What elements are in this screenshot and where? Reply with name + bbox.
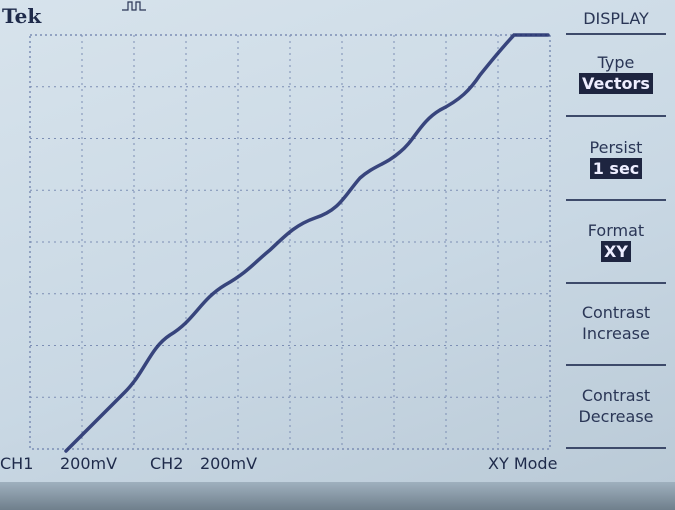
menu-value: 1 sec bbox=[589, 158, 643, 179]
menu-button[interactable]: Persist 1 sec bbox=[566, 137, 666, 179]
separator bbox=[566, 364, 666, 366]
trigger-icon bbox=[122, 1, 146, 11]
ch2-scale: 200mV bbox=[200, 454, 258, 473]
menu-label: Format bbox=[587, 221, 645, 240]
separator bbox=[566, 33, 666, 35]
menu-value: XY bbox=[601, 241, 631, 262]
menu-button[interactable]: Format XY bbox=[566, 220, 666, 262]
menu-title: DISPLAY bbox=[583, 9, 649, 28]
ch1-label: CH1 bbox=[0, 454, 34, 473]
xy-trace bbox=[64, 33, 550, 453]
menu-button[interactable]: Contrast Decrease bbox=[578, 386, 654, 426]
separator bbox=[566, 282, 666, 284]
separator bbox=[566, 115, 666, 117]
separator bbox=[566, 199, 666, 201]
menu-label: Persist bbox=[589, 138, 643, 157]
menu-button[interactable]: Type Vectors bbox=[566, 52, 666, 94]
ch1-scale: 200mV bbox=[60, 454, 118, 473]
separator bbox=[566, 447, 666, 449]
brand: Tek bbox=[2, 4, 42, 28]
graticule-border bbox=[29, 34, 551, 450]
mode-label: XY Mode bbox=[488, 454, 558, 473]
bezel bbox=[0, 482, 675, 510]
ch2-label: CH2 bbox=[150, 454, 184, 473]
menu-label: Type bbox=[597, 53, 635, 72]
menu-value: Vectors bbox=[579, 73, 653, 94]
menu-button[interactable]: Contrast Increase bbox=[581, 303, 651, 343]
